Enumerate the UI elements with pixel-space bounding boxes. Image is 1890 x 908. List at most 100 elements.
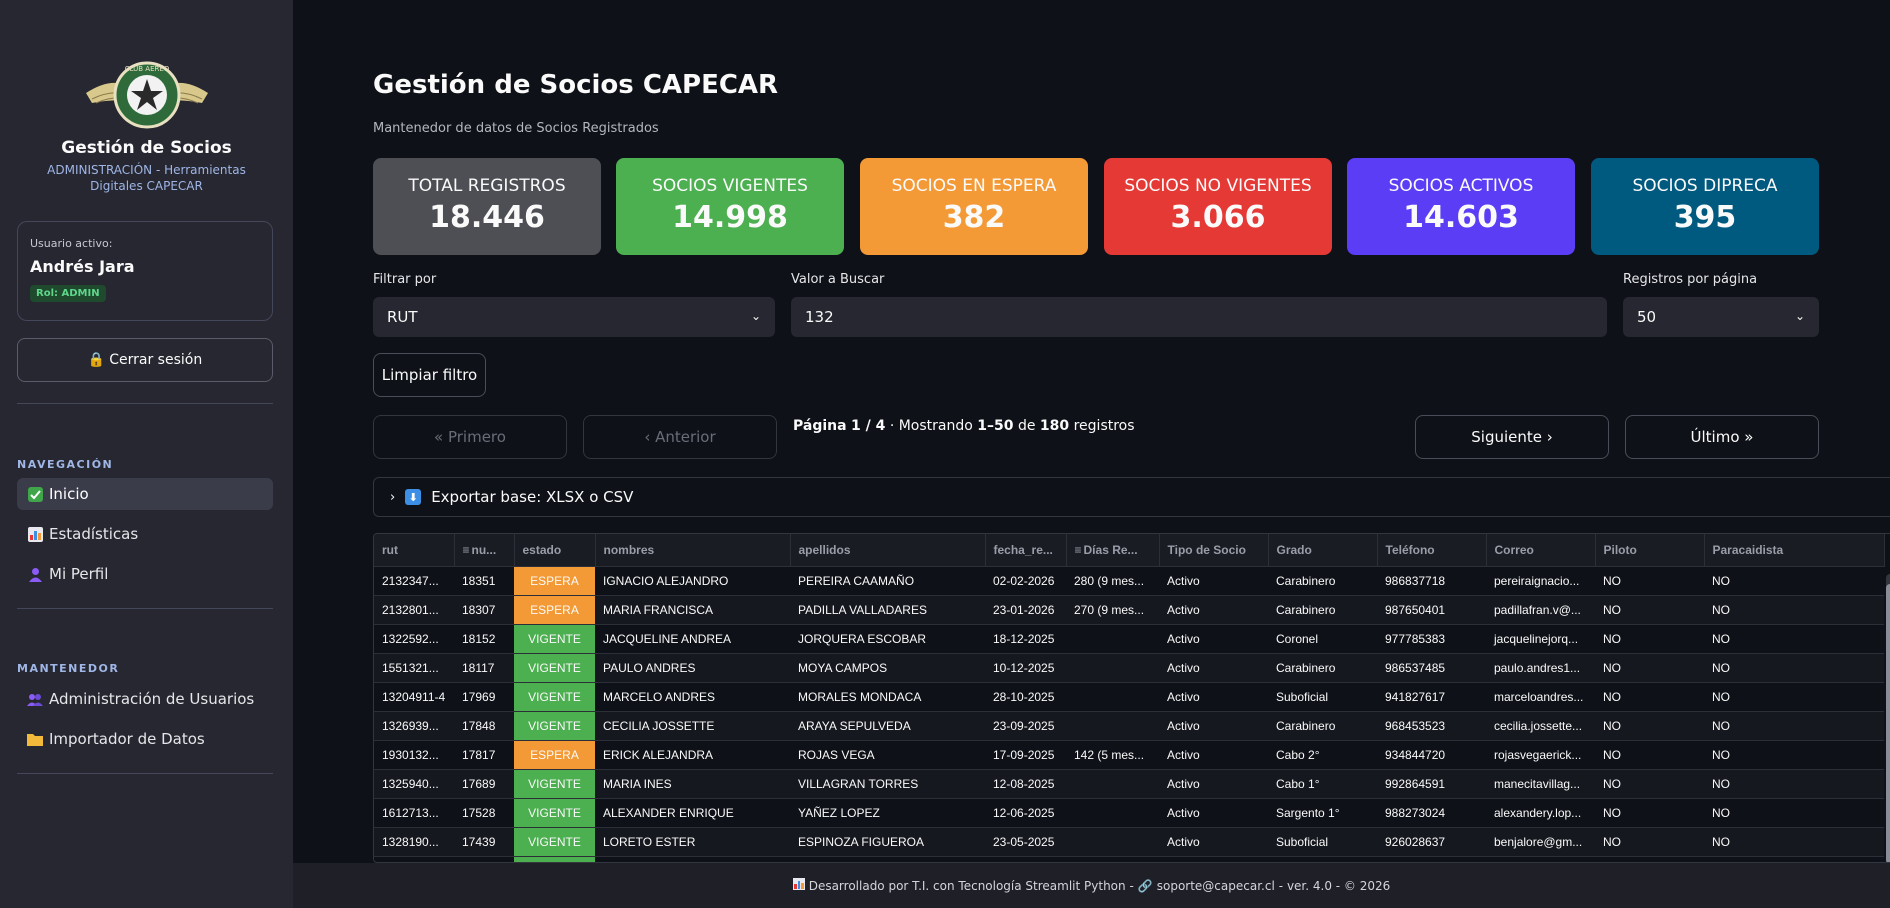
table-row[interactable]: 1328190... 17439 VIGENTE LORETO ESTER ESPINO…: [374, 827, 1884, 857]
table-cell[interactable]: Suboficial: [1268, 827, 1377, 857]
table-cell[interactable]: NO: [1595, 711, 1704, 741]
table-cell[interactable]: 968453523: [1377, 711, 1486, 741]
column-header[interactable]: ≡ nu...: [454, 534, 515, 567]
status-badge[interactable]: VIGENTE: [514, 653, 595, 683]
table-cell[interactable]: Activo: [1159, 682, 1268, 712]
table-cell[interactable]: 17528: [454, 798, 514, 828]
table-cell[interactable]: JORQUERA ESCOBAR: [790, 624, 985, 654]
table-cell[interactable]: rojasvegaerick...: [1486, 740, 1595, 770]
column-header[interactable]: Piloto: [1595, 534, 1705, 567]
first-page-button[interactable]: « Primero: [373, 415, 567, 459]
footer-email[interactable]: soporte@capecar.cl: [1156, 878, 1275, 893]
table-cell[interactable]: Activo: [1159, 595, 1268, 625]
table-cell[interactable]: [454, 856, 514, 862]
nav-item-admin-usuarios[interactable]: Administración de Usuarios: [17, 683, 273, 715]
table-cell[interactable]: [1066, 827, 1159, 857]
table-cell[interactable]: Carabinero: [1268, 653, 1377, 683]
table-cell[interactable]: 1326939...: [374, 711, 454, 741]
column-header[interactable]: Grado: [1268, 534, 1378, 567]
table-cell[interactable]: 18307: [454, 595, 514, 625]
column-header[interactable]: Correo: [1486, 534, 1596, 567]
status-badge[interactable]: VIGENTE: [514, 827, 595, 857]
table-cell[interactable]: Activo: [1159, 566, 1268, 596]
table-cell[interactable]: 986537485: [1377, 653, 1486, 683]
table-cell[interactable]: 987650401: [1377, 595, 1486, 625]
table-cell[interactable]: 28-10-2025: [985, 682, 1066, 712]
table-cell[interactable]: MARIA FRANCISCA: [595, 595, 790, 625]
table-cell[interactable]: Carabinero: [1268, 595, 1377, 625]
table-cell[interactable]: 17-09-2025: [985, 740, 1066, 770]
table-cell[interactable]: Activo: [1159, 769, 1268, 799]
per-page-select[interactable]: 50 ⌄: [1623, 297, 1819, 337]
table-cell[interactable]: [1066, 682, 1159, 712]
last-page-button[interactable]: Último »: [1625, 415, 1819, 459]
search-input[interactable]: 132: [791, 297, 1607, 337]
table-cell[interactable]: [1268, 856, 1377, 862]
table-cell[interactable]: NO: [1704, 653, 1884, 683]
table-cell[interactable]: Cabo 2°: [1268, 740, 1377, 770]
table-cell[interactable]: [1159, 856, 1268, 862]
table-cell[interactable]: PADILLA VALLADARES: [790, 595, 985, 625]
table-row[interactable]: 1325940... 17689 VIGENTE MARIA INES VILLAGRA…: [374, 769, 1884, 799]
table-cell[interactable]: YAÑEZ LOPEZ: [790, 798, 985, 828]
table-cell[interactable]: Activo: [1159, 624, 1268, 654]
table-cell[interactable]: 17439: [454, 827, 514, 857]
table-cell[interactable]: 17848: [454, 711, 514, 741]
table-cell[interactable]: 17689: [454, 769, 514, 799]
table-cell[interactable]: Activo: [1159, 740, 1268, 770]
status-badge[interactable]: VIGENTE: [514, 769, 595, 799]
column-header[interactable]: estado: [514, 534, 596, 567]
prev-page-button[interactable]: ‹ Anterior: [583, 415, 777, 459]
status-badge[interactable]: ESPERA: [514, 740, 595, 770]
table-row[interactable]: 1551321... 18117 VIGENTE PAULO ANDRES MOYA C…: [374, 653, 1884, 683]
table-cell[interactable]: Activo: [1159, 798, 1268, 828]
table-cell[interactable]: 18152: [454, 624, 514, 654]
table-cell[interactable]: 1325940...: [374, 769, 454, 799]
table-cell[interactable]: NO: [1595, 827, 1704, 857]
table-cell[interactable]: NO: [1595, 653, 1704, 683]
table-cell[interactable]: NO: [1595, 740, 1704, 770]
table-row[interactable]: 1612713... 17528 VIGENTE ALEXANDER ENRIQUE Y…: [374, 798, 1884, 828]
table-cell[interactable]: NO: [1704, 566, 1884, 596]
column-header[interactable]: Teléfono: [1377, 534, 1487, 567]
table-cell[interactable]: [1066, 653, 1159, 683]
nav-item-inicio[interactable]: Inicio: [17, 478, 273, 510]
table-cell[interactable]: [1486, 856, 1595, 862]
table-cell[interactable]: ROJAS VEGA: [790, 740, 985, 770]
table-cell[interactable]: padillafran.v@...: [1486, 595, 1595, 625]
table-cell[interactable]: 977785383: [1377, 624, 1486, 654]
table-cell[interactable]: 988273024: [1377, 798, 1486, 828]
table-cell[interactable]: PAULO ANDRES: [595, 653, 790, 683]
table-cell[interactable]: NO: [1704, 740, 1884, 770]
table-cell[interactable]: 1551321...: [374, 653, 454, 683]
table-cell[interactable]: manecitavillag...: [1486, 769, 1595, 799]
table-cell[interactable]: [1066, 711, 1159, 741]
scroll-thumb[interactable]: [1886, 584, 1890, 862]
status-badge[interactable]: ESPERA: [514, 595, 595, 625]
status-badge[interactable]: VIGENTE: [514, 682, 595, 712]
table-cell[interactable]: [790, 856, 985, 862]
table-cell[interactable]: 986837718: [1377, 566, 1486, 596]
table-cell[interactable]: NO: [1595, 682, 1704, 712]
table-cell[interactable]: PEREIRA CAAMAÑO: [790, 566, 985, 596]
table-row[interactable]: 13204911-4 17969 VIGENTE MARCELO ANDRES MORA…: [374, 682, 1884, 712]
status-badge[interactable]: VIGENTE: [514, 798, 595, 828]
table-cell[interactable]: 934844720: [1377, 740, 1486, 770]
table-row[interactable]: 1322592... 18152 VIGENTE JACQUELINE ANDREA J…: [374, 624, 1884, 654]
table-cell[interactable]: NO: [1595, 566, 1704, 596]
table-cell[interactable]: 2132347...: [374, 566, 454, 596]
table-cell[interactable]: 270 (9 mes...: [1066, 595, 1159, 625]
members-table[interactable]: rut ≡ nu... estado nombres apellidos fecha_re.…: [373, 533, 1890, 863]
status-badge[interactable]: VIGENTE: [514, 624, 595, 654]
table-cell[interactable]: [1377, 856, 1486, 862]
table-cell[interactable]: MARCELO ANDRES: [595, 682, 790, 712]
table-cell[interactable]: ALEXANDER ENRIQUE: [595, 798, 790, 828]
table-cell[interactable]: NO: [1704, 769, 1884, 799]
table-cell[interactable]: NO: [1595, 595, 1704, 625]
table-cell[interactable]: 280 (9 mes...: [1066, 566, 1159, 596]
table-cell[interactable]: 18351: [454, 566, 514, 596]
table-cell[interactable]: [985, 856, 1066, 862]
table-cell[interactable]: 18117: [454, 653, 514, 683]
clear-filter-button[interactable]: Limpiar filtro: [373, 353, 486, 397]
column-header[interactable]: ≡ Días Re...: [1066, 534, 1160, 567]
